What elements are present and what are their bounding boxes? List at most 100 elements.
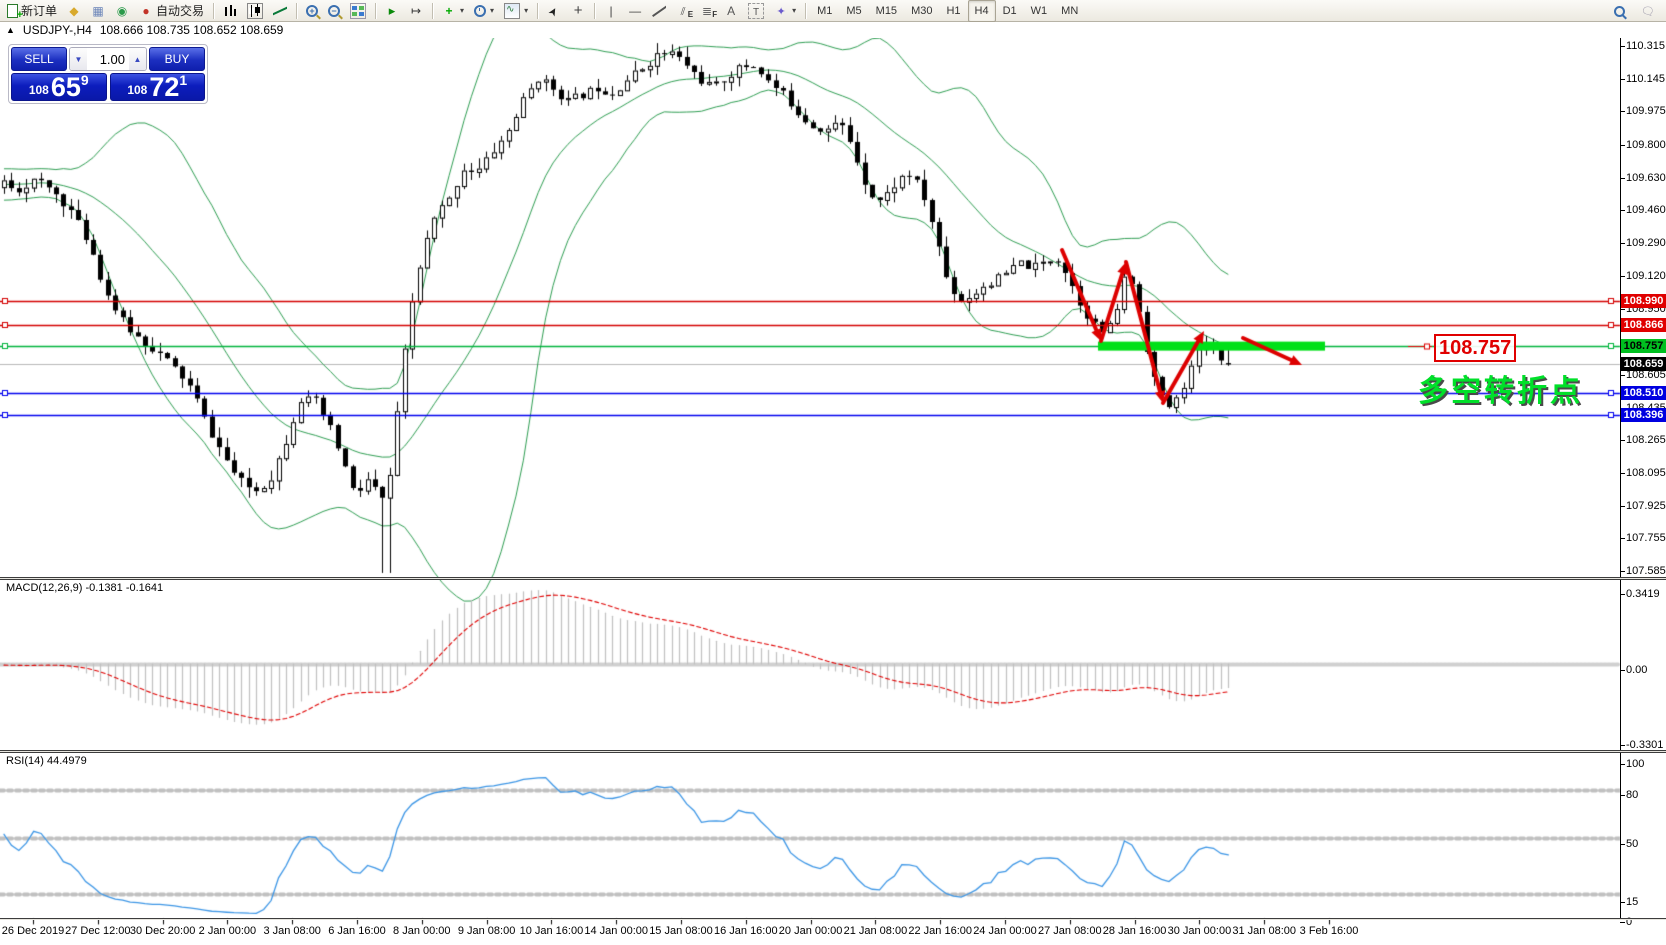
metaeditor-icon[interactable]: ◆ (62, 0, 86, 22)
rsi-tick-label: 15 (1626, 896, 1639, 908)
crosshair-button[interactable] (566, 0, 590, 22)
price-tick-label: 107.585 (1626, 565, 1666, 577)
trendline-button[interactable] (647, 0, 671, 22)
sell-price-big: 65 (50, 72, 81, 102)
autotrading-button[interactable]: ● 自动交易 (134, 0, 209, 22)
equidistant-channel-button[interactable]: E (671, 0, 695, 22)
sell-button[interactable]: SELL (11, 47, 67, 71)
horizontal-line-button[interactable] (623, 0, 647, 22)
toolbar-separator (432, 2, 434, 19)
rsi-axis-tick (1620, 922, 1625, 923)
price-axis-tick (1620, 243, 1625, 245)
chart-shift-button[interactable] (404, 0, 428, 22)
periods-dropdown[interactable]: ▾ (469, 0, 499, 22)
candlestick-chart-button[interactable] (242, 0, 268, 22)
price-flag-108659: 108.659 (1621, 357, 1666, 372)
fibonacci-button[interactable]: F (695, 0, 719, 22)
crosshair-icon (571, 4, 585, 18)
time-tick-label: 22 Jan 16:00 (908, 925, 972, 937)
toolbar-separator (375, 2, 377, 19)
price-tick-label: 109.120 (1626, 269, 1666, 282)
new-chart-dropdown[interactable]: ▾ (437, 0, 469, 22)
sell-price-button[interactable]: 108 65 9 (11, 72, 107, 102)
macd-tick-label: 0.3419 (1626, 588, 1660, 600)
price-tick-label: 108.605 (1626, 368, 1666, 381)
price-tick-label: 107.925 (1626, 499, 1666, 512)
toolbar-separator (213, 2, 215, 19)
sell-price-pip: 9 (80, 72, 89, 88)
price-tick-label: 108.265 (1626, 434, 1666, 447)
rsi-tick-label: 0 (1626, 916, 1633, 928)
new-order-button[interactable]: 新订单 (2, 0, 62, 22)
signals-icon[interactable]: ◉ (110, 0, 134, 22)
chat-button[interactable] (1636, 0, 1660, 22)
price-flag-108990: 108.990 (1621, 293, 1666, 308)
timeframe-w1-button[interactable]: W1 (1030, 4, 1048, 17)
collapse-icon[interactable]: ▲ (6, 25, 15, 35)
time-tick-label: 8 Jan 00:00 (393, 925, 451, 937)
trendline-icon (652, 4, 666, 18)
rsi-label: RSI(14) 44.4979 (6, 755, 87, 767)
cursor-button[interactable] (542, 0, 566, 22)
time-tick-label: 27 Jan 08:00 (1037, 925, 1102, 937)
price-axis-tick (1620, 374, 1625, 376)
price-axis-tick (1620, 145, 1625, 147)
rsi-axis-tick (1620, 844, 1625, 845)
turning-point-annotation[interactable]: 多空转折点 (1418, 375, 1583, 408)
timeframe-h1-button[interactable]: H1 (946, 4, 961, 17)
text-button[interactable] (719, 0, 743, 22)
price-tick-label: 109.800 (1626, 139, 1666, 152)
autotrading-button-label: 自动交易 (156, 4, 205, 18)
timeframe-m5-button[interactable]: M5 (846, 4, 862, 17)
chat-icon (1641, 4, 1655, 18)
timeframe-m30-button[interactable]: M30 (911, 4, 933, 17)
toolbar-separator (537, 2, 539, 19)
timeframe-m15-button[interactable]: M15 (875, 4, 898, 17)
arrows-dropdown[interactable]: ▾ (769, 0, 801, 22)
timeframe-mn-button[interactable]: MN (1061, 4, 1079, 17)
timeframe-h4-button[interactable]: H4 (967, 0, 996, 22)
timeframe-m1-button[interactable]: M1 (817, 4, 833, 17)
time-tick-label: 24 Jan 00:00 (973, 925, 1037, 937)
buy-price-prefix: 108 (127, 83, 148, 97)
time-tick-label: 30 Dec 20:00 (129, 925, 196, 937)
zoom-out-icon: − (328, 4, 341, 17)
text-label-button[interactable] (743, 0, 769, 22)
price-flag-108396: 108.396 (1621, 408, 1666, 423)
volume-input[interactable] (87, 48, 129, 70)
macd-axis-tick (1620, 745, 1625, 746)
line-chart-button[interactable] (268, 0, 292, 22)
volume-stepper: ▼ ▲ (69, 47, 147, 71)
price-axis-tick (1620, 472, 1625, 474)
buy-price-button[interactable]: 108 72 1 (109, 72, 205, 101)
tile-windows-button[interactable] (345, 0, 371, 22)
bar-chart-button[interactable] (218, 0, 242, 22)
time-tick-label: 3 Feb 16:00 (1299, 925, 1359, 937)
price-callout-box[interactable]: 108.757 (1434, 334, 1517, 362)
templates-dropdown[interactable]: ▾ (499, 0, 533, 22)
time-tick-label: 26 Dec 2019 (1, 925, 65, 937)
zoom-out-button[interactable]: − (323, 0, 345, 22)
zoom-in-button[interactable]: + (301, 0, 323, 22)
buy-button[interactable]: BUY (149, 47, 205, 71)
volume-decrease-button[interactable]: ▼ (70, 48, 87, 70)
price-axis-line (1620, 38, 1621, 918)
vertical-line-icon (604, 4, 618, 18)
time-tick-label: 6 Jan 16:00 (328, 925, 386, 937)
periods-icon (474, 4, 487, 17)
price-axis-tick (1620, 275, 1625, 277)
cursor-icon (547, 4, 561, 18)
text-label-icon (748, 2, 765, 19)
chart-title-bar: ▲ USDJPY-,H4 108.666 108.735 108.652 108… (0, 22, 1666, 38)
pane-separator-main-macd[interactable] (0, 577, 1666, 580)
pane-separator-macd-rsi[interactable] (0, 750, 1666, 753)
search-button[interactable] (1609, 0, 1630, 22)
market-depth-icon[interactable]: ▦ (86, 0, 110, 22)
rsi-axis-tick (1620, 764, 1625, 765)
auto-scroll-button[interactable] (380, 0, 404, 22)
volume-increase-button[interactable]: ▲ (129, 48, 146, 70)
time-tick-label: 3 Jan 08:00 (263, 925, 321, 937)
timeframe-d1-button[interactable]: D1 (1002, 4, 1017, 17)
vertical-line-button[interactable] (599, 0, 623, 22)
